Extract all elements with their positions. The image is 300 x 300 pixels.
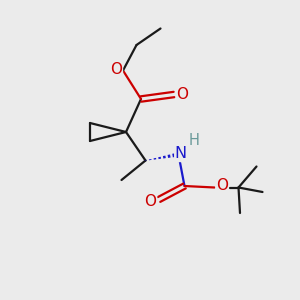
Text: O: O: [216, 178, 228, 194]
Text: O: O: [176, 87, 188, 102]
Text: N: N: [175, 146, 187, 161]
Text: O: O: [145, 194, 157, 208]
Text: O: O: [110, 61, 122, 76]
Text: H: H: [189, 133, 200, 148]
